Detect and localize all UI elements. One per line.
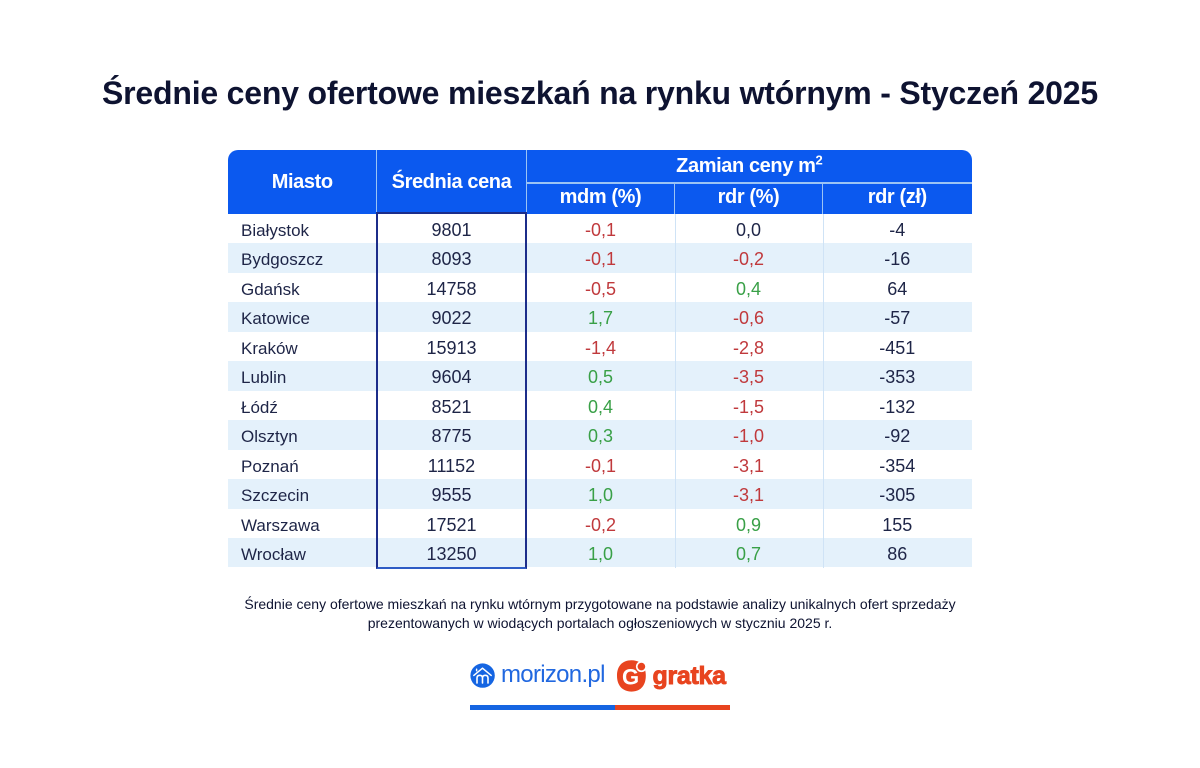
svg-text:G: G (622, 665, 639, 690)
